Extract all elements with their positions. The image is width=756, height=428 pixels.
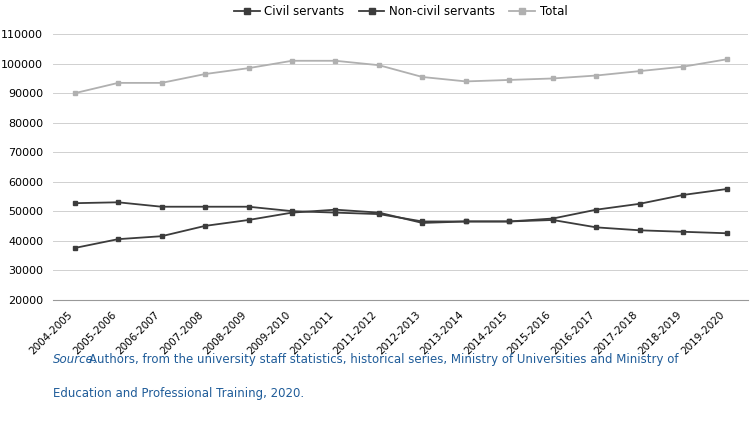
Text: Authors, from the university staff statistics, historical series, Ministry of Un: Authors, from the university staff stati…: [89, 353, 679, 366]
Text: Source.: Source.: [53, 353, 98, 366]
Text: Education and Professional Training, 2020.: Education and Professional Training, 202…: [53, 387, 304, 400]
Legend: Civil servants, Non-civil servants, Total: Civil servants, Non-civil servants, Tota…: [229, 0, 572, 23]
